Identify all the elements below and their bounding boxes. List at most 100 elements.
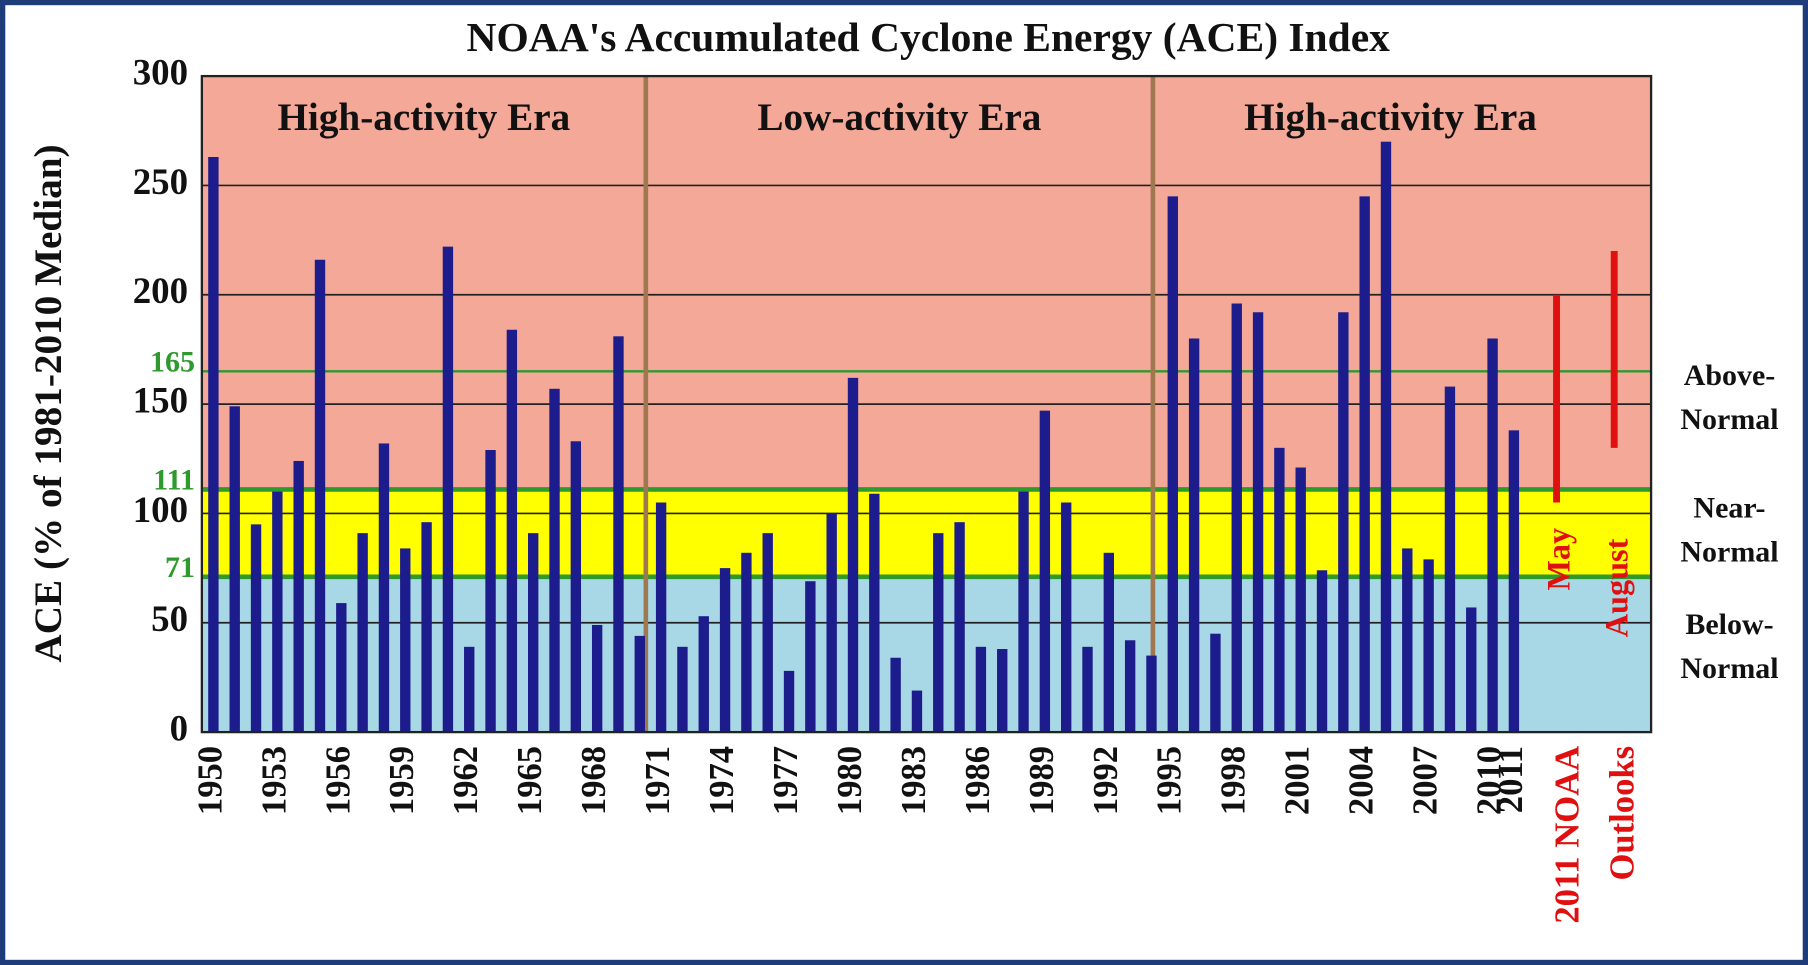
- y-tick-label: 50: [151, 598, 188, 639]
- bar: [272, 491, 283, 733]
- bar: [719, 568, 731, 733]
- x-tick-label: 1950: [191, 746, 229, 815]
- bar: [293, 460, 304, 733]
- x-tick-label: 1959: [383, 746, 421, 815]
- bar: [1295, 467, 1306, 733]
- bar: [1423, 559, 1434, 733]
- bar: [357, 533, 368, 733]
- zone-label: Normal: [1680, 403, 1778, 436]
- x-tick-label: 1989: [1023, 746, 1061, 815]
- x-tick-label: 1977: [767, 746, 805, 815]
- x-tick-label: 1956: [319, 746, 357, 815]
- bar: [208, 157, 219, 733]
- zone-label: Normal: [1680, 535, 1778, 568]
- bar: [741, 552, 752, 733]
- bar: [229, 406, 240, 733]
- bar: [1380, 141, 1392, 733]
- x-tick-label: 1998: [1215, 746, 1253, 815]
- zone-label: Above-: [1684, 359, 1776, 392]
- bar: [1039, 410, 1051, 733]
- x-tick-label: 1965: [511, 746, 549, 815]
- x-tick-label: 2004: [1343, 746, 1381, 815]
- bar: [1188, 338, 1200, 733]
- bar: [1231, 303, 1242, 733]
- y-axis-label: ACE (% of 1981-2010 Median): [27, 144, 70, 662]
- x-tick-label: 1953: [255, 746, 293, 815]
- bar: [698, 616, 709, 733]
- bar: [613, 336, 624, 733]
- threshold-label: 111: [153, 463, 195, 496]
- bar: [1060, 502, 1072, 733]
- bar: [1338, 312, 1349, 733]
- bar: [1466, 607, 1477, 733]
- bar: [485, 450, 496, 733]
- bar: [314, 259, 326, 733]
- x-tick-label: 2007: [1407, 746, 1445, 815]
- bar: [1274, 447, 1285, 733]
- bar: [634, 635, 645, 733]
- y-tick-label: 150: [133, 380, 188, 421]
- bar: [869, 493, 880, 733]
- bar: [1103, 552, 1115, 733]
- x-tick-label: 1986: [959, 746, 997, 815]
- x-tick-label: 2010: [1471, 746, 1509, 815]
- bar: [506, 329, 518, 733]
- bar: [655, 502, 667, 733]
- x-tick-label: 1995: [1151, 746, 1189, 815]
- era-label: High-activity Era: [277, 96, 570, 139]
- bar: [1508, 430, 1520, 733]
- bar: [1124, 640, 1136, 733]
- threshold-label: 165: [150, 345, 195, 378]
- bar: [378, 443, 390, 733]
- y-tick-label: 100: [133, 489, 188, 530]
- plot-frame: [200, 74, 1653, 734]
- bar: [677, 646, 688, 733]
- x-tick-label: 1992: [1087, 746, 1125, 815]
- zone-label: Below-: [1685, 608, 1773, 641]
- bar: [400, 548, 411, 733]
- bar: [805, 581, 816, 733]
- bar: [1252, 312, 1264, 733]
- x-tick-label: 1971: [639, 746, 677, 815]
- bar: [1402, 548, 1413, 733]
- x-tick-label: 1962: [447, 746, 485, 815]
- chart-title: NOAA's Accumulated Cyclone Energy (ACE) …: [467, 14, 1391, 61]
- bar: [783, 670, 795, 733]
- bar: [1444, 386, 1456, 733]
- bar: [847, 377, 859, 733]
- outlook-name: August: [1598, 538, 1634, 637]
- bar: [975, 646, 987, 733]
- era-label: Low-activity Era: [757, 96, 1041, 139]
- x-tick-label: 1968: [575, 746, 613, 815]
- y-tick-label: 0: [170, 708, 188, 749]
- x-tick-label: 2001: [1279, 746, 1317, 815]
- bar: [442, 246, 454, 733]
- bar: [1487, 338, 1498, 733]
- bar: [826, 513, 837, 733]
- bar: [1210, 633, 1221, 733]
- bar: [1316, 570, 1328, 733]
- plot-area: [201, 75, 1652, 733]
- bar: [933, 533, 944, 733]
- bar: [762, 533, 773, 733]
- x-tick-label: 1983: [895, 746, 933, 815]
- bar: [1082, 646, 1093, 733]
- bar: [591, 624, 603, 733]
- outlook-label: 2011 NOAA: [1548, 746, 1586, 924]
- bar: [911, 690, 923, 733]
- y-tick-label: 250: [133, 161, 188, 202]
- bar: [464, 646, 475, 733]
- bar: [1167, 196, 1178, 733]
- bar: [890, 657, 901, 733]
- outlook-label: Outlooks: [1604, 746, 1642, 881]
- bar: [1359, 196, 1370, 733]
- era-label: High-activity Era: [1244, 96, 1537, 139]
- bar: [1146, 655, 1157, 733]
- y-tick-label: 200: [133, 270, 188, 311]
- zone-label: Near-: [1693, 492, 1765, 525]
- x-tick-label: 1980: [831, 746, 869, 815]
- bar: [336, 603, 347, 733]
- bar: [250, 524, 262, 733]
- bar: [954, 522, 965, 733]
- zone-label: Normal: [1680, 652, 1778, 685]
